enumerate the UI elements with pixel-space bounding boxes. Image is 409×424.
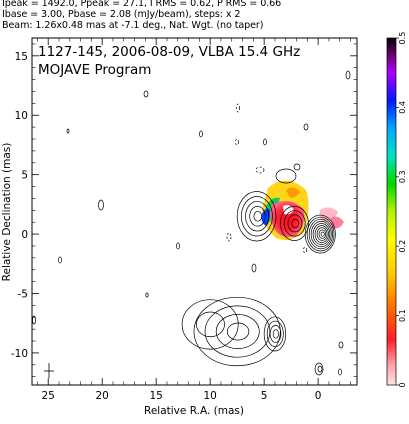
- noise-contour: [251, 263, 257, 273]
- header-line-2: Ibase = 3.00, Pbase = 2.08 (mJy/beam), s…: [2, 9, 241, 20]
- header-line-1: Ipeak = 1492.0, Ppeak = 27.1, I RMS = 0.…: [2, 0, 282, 9]
- noise-contour-negative: [226, 232, 232, 242]
- contour-outer-blob: [263, 316, 287, 352]
- contour-jet-knot: [253, 210, 263, 222]
- x-tick-label: 20: [95, 390, 108, 402]
- noise-contour: [66, 128, 70, 134]
- contour-outer-blob: [266, 320, 284, 348]
- noise-contour: [314, 362, 324, 376]
- contour-core: [308, 218, 333, 250]
- contour-outer-blob: [269, 324, 282, 343]
- noise-contour: [32, 315, 36, 325]
- x-tick-label: 10: [203, 390, 216, 402]
- colorbar-tick-label: 0.5: [398, 32, 407, 45]
- noise-contour: [199, 130, 203, 138]
- colorbar-axis: 0 0.1 0.2 0.3 0.4 0.5: [396, 32, 407, 388]
- y-tick-label: 10: [15, 110, 28, 122]
- contour-core: [318, 229, 327, 239]
- colorbar-tick-label: 0.2: [398, 240, 407, 253]
- contour-layer: [181, 191, 336, 367]
- x-tick-label: 25: [42, 390, 55, 402]
- contour-outer-lobe: [193, 296, 281, 367]
- x-axis-label: Relative R.A. (mas): [144, 405, 244, 417]
- noise-contour: [145, 292, 149, 298]
- noise-contour-negative: [235, 138, 239, 146]
- contour-inner-jet: [287, 214, 303, 233]
- contour-far-lobe: [181, 299, 239, 350]
- noise-contour: [345, 70, 351, 80]
- pol-region-core-inner: [331, 216, 344, 229]
- contour-outer-lobe: [215, 314, 260, 349]
- contour-jet-knot: [245, 201, 270, 232]
- contour-far-lobe: [196, 311, 225, 338]
- y-tick-label: -10: [11, 348, 28, 360]
- contour-jet-knot: [240, 196, 273, 237]
- noise-contour: [143, 90, 149, 98]
- noise-contour: [176, 242, 180, 250]
- contour-core: [314, 225, 329, 243]
- contour-outer-lobe: [204, 305, 271, 358]
- x-tick-label: 15: [149, 390, 162, 402]
- pol-region-peak: [270, 201, 305, 237]
- axes: 25 20 15 10 5 0 15 10 5 0 -5 -10: [11, 38, 357, 402]
- contour-core: [310, 221, 332, 248]
- noise-contour-negative: [236, 103, 240, 113]
- chart-title: 1127-145, 2006-08-09, VLBA 15.4 GHz: [38, 44, 300, 60]
- noise-contour: [263, 138, 267, 146]
- colorbar-tick-label: 0.1: [398, 309, 407, 322]
- jet-tail-contour: [293, 163, 301, 171]
- x-tick-label: 5: [261, 390, 268, 402]
- contour-jet-knot: [236, 191, 277, 242]
- noise-contour-negative: [255, 166, 265, 174]
- noise-contour: [303, 123, 309, 131]
- y-tick-label: 15: [15, 51, 28, 63]
- y-tick-label: -5: [18, 288, 28, 300]
- contour-jet-knot: [249, 206, 266, 227]
- contour-inner-jet: [279, 205, 309, 241]
- header-line-3: Beam: 1.26x0.48 mas at -7.1 deg., Nat. W…: [2, 20, 264, 31]
- colorbar-tick-label: 0.3: [398, 170, 407, 183]
- y-axis-label: Relative Declination (mas): [1, 143, 13, 282]
- x-tick-label: 0: [315, 390, 322, 402]
- noise-contour: [317, 365, 323, 373]
- noise-contour: [58, 256, 62, 264]
- contour-core: [306, 216, 335, 252]
- noise-contour: [98, 199, 104, 211]
- y-tick-label: 0: [21, 229, 28, 241]
- jet-tail-contour: [275, 168, 297, 184]
- colorbar-tick-label: 0: [398, 382, 407, 387]
- noise-contour: [338, 341, 344, 349]
- noise-contours: [32, 70, 351, 376]
- contour-inner-jet: [291, 218, 300, 229]
- contour-core: [320, 231, 325, 237]
- y-tick-label: 5: [21, 170, 28, 182]
- colorbar-tick-label: 0.4: [398, 101, 407, 114]
- contour-inner-jet: [283, 210, 306, 237]
- pol-region-highlight: [283, 205, 294, 215]
- colorbar: [386, 37, 397, 386]
- contour-core: [316, 227, 328, 241]
- noise-contour: [338, 368, 342, 376]
- contour-outer-blob: [272, 329, 279, 339]
- contour-core: [304, 214, 336, 254]
- pol-region-orange: [286, 187, 300, 198]
- chart-subtitle: MOJAVE Program: [38, 62, 151, 78]
- contour-core: [312, 223, 331, 245]
- plot-frame: [31, 37, 358, 386]
- beam-marker: [44, 363, 54, 378]
- noise-contour-negative: [303, 246, 307, 254]
